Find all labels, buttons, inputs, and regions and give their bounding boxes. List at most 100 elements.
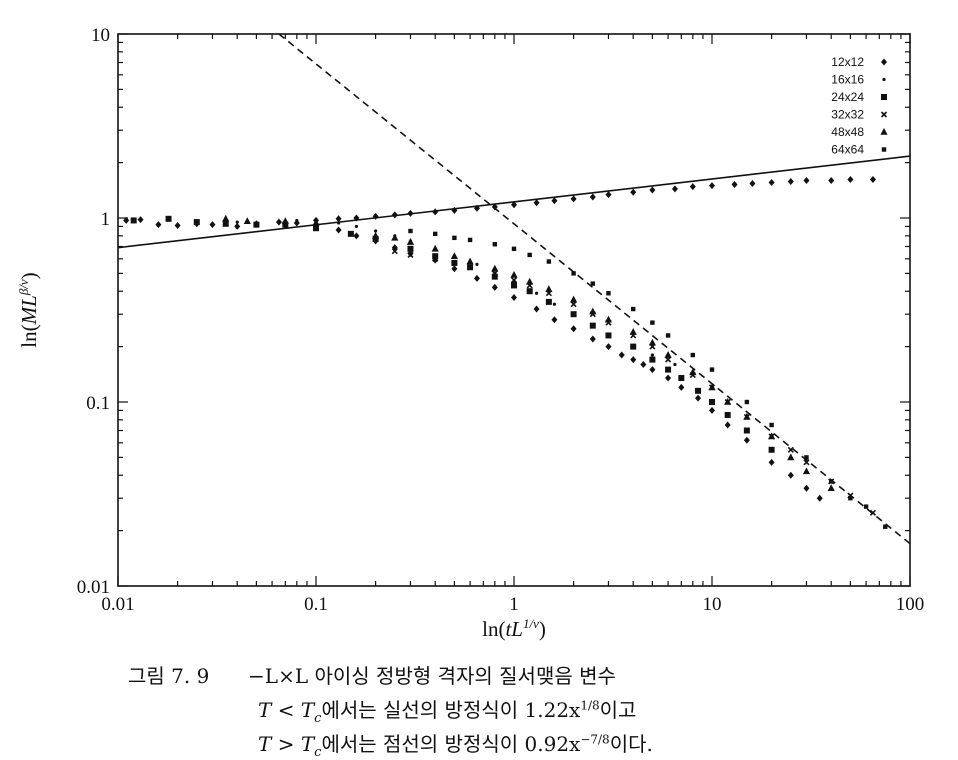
data-point-16x16 xyxy=(374,229,378,233)
y-tick-label: 10 xyxy=(91,25,110,46)
data-point-24x24 xyxy=(630,343,637,350)
data-point-12x12 xyxy=(630,356,637,364)
data-point-16x16 xyxy=(650,353,654,357)
data-point-48x48 xyxy=(802,467,811,475)
data-point-32x32 xyxy=(869,509,877,516)
legend-marker xyxy=(882,77,886,82)
data-point-48x48 xyxy=(526,277,534,285)
data-point-12x12 xyxy=(570,325,577,333)
y-tick-label: 1 xyxy=(101,209,111,230)
data-point-16x16 xyxy=(235,220,239,224)
data-point-12x12 xyxy=(155,221,162,229)
x-axis-label: ln(tL1/ν) xyxy=(482,616,546,641)
data-point-12x12 xyxy=(665,374,672,382)
data-point-48x48 xyxy=(466,257,474,265)
plot-frame xyxy=(117,33,911,587)
data-point-48x48 xyxy=(312,218,320,226)
data-point-12x12 xyxy=(709,182,715,190)
data-point-48x48 xyxy=(391,233,399,241)
data-point-12x12 xyxy=(724,421,731,429)
series-12x12 xyxy=(123,175,876,502)
data-point-24x24 xyxy=(570,311,577,318)
data-point-12x12 xyxy=(649,186,656,194)
legend-marker xyxy=(881,147,887,152)
fit-lines xyxy=(118,34,910,545)
data-point-12x12 xyxy=(234,222,241,230)
data-point-64x64 xyxy=(744,399,750,405)
data-point-64x64 xyxy=(631,306,636,312)
data-points xyxy=(123,175,888,529)
x-tick-label: 100 xyxy=(896,594,925,615)
caption-label: 그림 7. 9 xyxy=(128,664,210,688)
data-point-48x48 xyxy=(243,217,251,225)
series-32x32 xyxy=(391,248,877,516)
data-point-64x64 xyxy=(769,422,774,428)
series-48x48 xyxy=(222,214,835,492)
data-point-64x64 xyxy=(690,352,696,358)
data-point-16x16 xyxy=(552,302,557,306)
caption-line-3: T > Tc에서는 점선의 방정식이 0.92x−7/8이다. xyxy=(258,732,653,760)
x-tick-label: 10 xyxy=(703,594,722,615)
data-point-64x64 xyxy=(848,496,853,501)
data-point-12x12 xyxy=(678,383,685,391)
data-point-24x24 xyxy=(432,253,439,260)
data-point-64x64 xyxy=(863,504,869,509)
data-point-24x24 xyxy=(665,366,672,373)
data-point-32x32 xyxy=(510,276,518,284)
data-point-24x24 xyxy=(491,273,498,280)
data-point-48x48 xyxy=(724,398,732,405)
data-point-12x12 xyxy=(123,216,130,224)
legend-marker xyxy=(880,111,888,118)
legend-label: 64x64 xyxy=(831,143,864,157)
data-point-16x16 xyxy=(475,262,479,266)
data-point-32x32 xyxy=(451,259,458,266)
data-point-48x48 xyxy=(787,453,795,461)
data-point-12x12 xyxy=(605,343,612,351)
x-tick-label: 0.1 xyxy=(304,594,328,615)
data-point-12x12 xyxy=(335,215,342,223)
data-point-64x64 xyxy=(433,231,438,237)
data-point-24x24 xyxy=(347,230,354,237)
data-point-12x12 xyxy=(551,316,558,324)
data-point-48x48 xyxy=(431,244,439,252)
data-point-12x12 xyxy=(451,265,458,273)
data-point-48x48 xyxy=(491,264,499,272)
data-point-48x48 xyxy=(222,214,230,222)
data-point-64x64 xyxy=(511,246,517,252)
data-point-64x64 xyxy=(829,479,834,484)
data-point-16x16 xyxy=(534,291,539,295)
data-point-48x48 xyxy=(372,231,380,239)
legend-marker xyxy=(880,128,888,135)
data-point-32x32 xyxy=(432,255,439,262)
data-point-12x12 xyxy=(695,394,702,402)
legend-label: 24x24 xyxy=(831,90,864,104)
data-point-64x64 xyxy=(467,237,473,243)
data-point-12x12 xyxy=(473,204,480,212)
axis-ticks xyxy=(117,33,911,587)
data-point-12x12 xyxy=(353,232,360,240)
data-point-12x12 xyxy=(816,494,823,502)
legend-label: 12x12 xyxy=(831,55,864,69)
legend-label: 48x48 xyxy=(831,125,864,139)
data-point-32x32 xyxy=(665,356,672,363)
data-point-24x24 xyxy=(589,322,596,329)
y-tick-label: 0.1 xyxy=(86,393,110,414)
data-point-12x12 xyxy=(391,211,398,219)
data-point-12x12 xyxy=(605,191,612,199)
data-point-48x48 xyxy=(648,338,656,346)
data-point-12x12 xyxy=(689,183,696,191)
data-point-24x24 xyxy=(695,387,702,394)
data-point-24x24 xyxy=(678,375,685,382)
data-point-12x12 xyxy=(671,185,678,193)
data-point-64x64 xyxy=(804,455,809,460)
data-point-16x16 xyxy=(277,219,281,223)
data-point-64x64 xyxy=(492,242,498,247)
caption-line-1: −L×L 아이싱 정방형 격자의 질서맺음 변수 xyxy=(248,664,616,688)
data-point-48x48 xyxy=(743,412,751,420)
data-point-12x12 xyxy=(630,188,637,196)
legend-marker xyxy=(881,94,887,100)
series-24x24 xyxy=(130,215,775,453)
data-point-12x12 xyxy=(209,221,216,229)
y-tick-label: 0.01 xyxy=(77,577,110,598)
data-point-64x64 xyxy=(590,281,595,286)
